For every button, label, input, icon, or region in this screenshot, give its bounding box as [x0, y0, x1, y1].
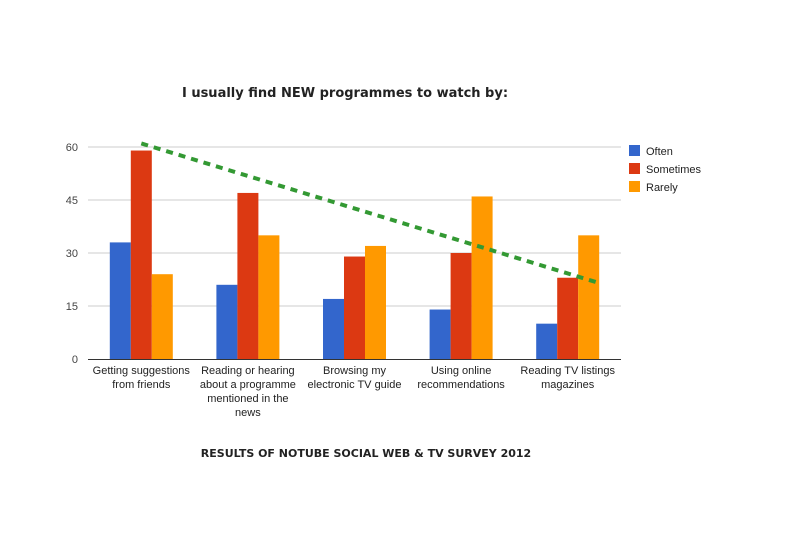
bar: [557, 277, 579, 359]
bar: [344, 256, 365, 359]
x-tick-label-line: mentioned in the: [207, 393, 288, 405]
bars: [109, 150, 600, 359]
x-tick-label: Getting suggestions from friends: [93, 365, 191, 391]
bar: [471, 196, 493, 359]
category-labels: Getting suggestions from friends Reading o…: [93, 365, 616, 419]
bar: [450, 253, 472, 359]
x-tick-label-line: Getting suggestions: [93, 365, 191, 377]
y-axis-ticks: 0 15 30 45 60: [66, 142, 78, 366]
x-tick-label-line: from friends: [112, 379, 171, 391]
bar: [151, 274, 173, 359]
y-tick-label: 30: [66, 248, 78, 260]
bar: [536, 323, 558, 359]
chart-caption: RESULTS OF NOTUBE SOCIAL WEB & TV SURVEY…: [201, 447, 531, 460]
trendline: [140, 141, 600, 285]
legend-label: Sometimes: [646, 164, 702, 176]
x-tick-label-line: electronic TV guide: [308, 379, 402, 391]
bar: [365, 245, 386, 359]
x-tick-label-line: Browsing my: [323, 365, 386, 377]
legend-swatch: [629, 145, 640, 156]
x-tick-label: Reading TV listings magazines: [520, 365, 615, 391]
legend-swatch: [629, 181, 640, 192]
y-tick-label: 15: [66, 301, 78, 313]
x-tick-label-line: Using online: [431, 365, 492, 377]
y-tick-label: 45: [66, 195, 78, 207]
x-tick-label-line: about a programme: [200, 379, 296, 391]
bar: [237, 192, 259, 359]
x-tick-label-line: Reading or hearing: [201, 365, 295, 377]
bar: [323, 298, 344, 359]
x-tick-label: Browsing my electronic TV guide: [308, 365, 402, 391]
x-tick-label: Using online recommendations: [417, 365, 505, 391]
bar: [578, 235, 600, 359]
bar: [429, 309, 451, 359]
bar: [109, 242, 131, 359]
legend-swatch: [629, 163, 640, 174]
x-tick-label-line: Reading TV listings: [520, 365, 615, 377]
legend-label: Rarely: [646, 182, 678, 194]
bar: [258, 235, 280, 359]
bar: [130, 150, 152, 359]
bar: [216, 284, 238, 359]
y-tick-label: 60: [66, 142, 78, 154]
chart-title: I usually find NEW programmes to watch b…: [182, 86, 508, 101]
x-tick-label: Reading or hearing about a programme menti…: [200, 365, 296, 419]
legend: Often Sometimes Rarely: [629, 145, 702, 194]
y-tick-label: 0: [72, 354, 78, 366]
x-tick-label-line: magazines: [541, 379, 595, 391]
x-tick-label-line: recommendations: [417, 379, 505, 391]
legend-label: Often: [646, 146, 673, 158]
x-tick-label-line: news: [235, 407, 261, 419]
